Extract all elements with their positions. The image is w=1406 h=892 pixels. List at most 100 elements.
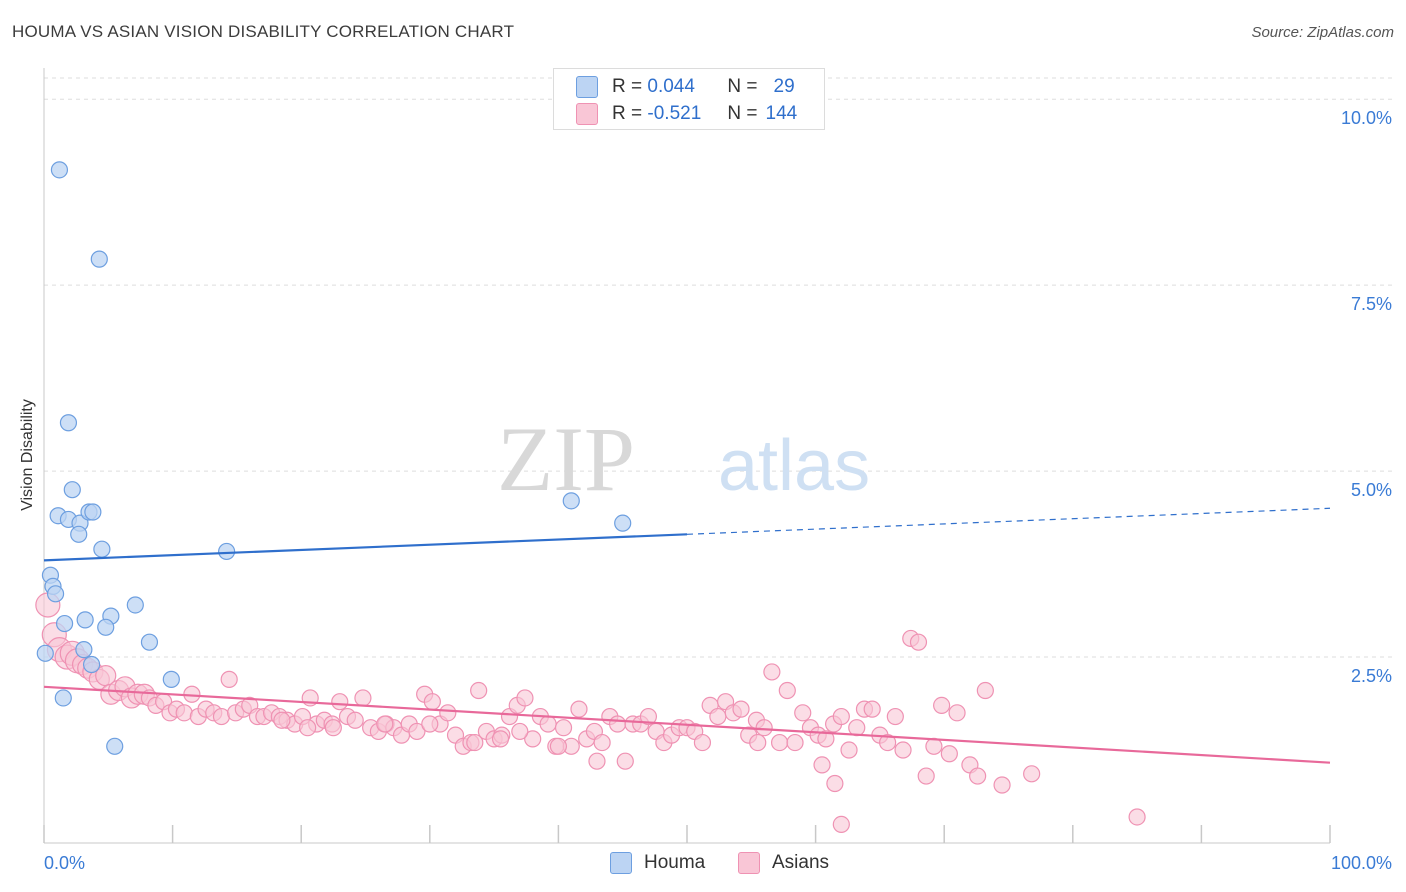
asians-point-126 [832, 815, 850, 834]
houma-point-19 [76, 611, 94, 629]
asians-point-61 [470, 681, 488, 700]
houma-point-0 [50, 161, 69, 179]
correlation-legend: R = 0.044 N = 29 R = -0.521 N = 144 [553, 68, 825, 130]
asians-point-139 [376, 715, 394, 733]
source-label: Source: ZipAtlas.com [1251, 24, 1394, 41]
asians-point-74 [570, 700, 588, 718]
asians-point-131 [1128, 808, 1146, 826]
asians-point-109 [840, 741, 858, 759]
asians-point-53 [408, 722, 426, 741]
asians-swatch [576, 103, 598, 125]
asians-point-132 [813, 756, 831, 774]
asians-point-67 [516, 689, 534, 707]
asians-point-116 [894, 741, 912, 759]
houma-legend-label: Houma [644, 852, 706, 873]
asians-point-90 [693, 733, 712, 752]
legend-item-houma[interactable]: Houma [610, 852, 705, 874]
asians-point-110 [848, 719, 866, 737]
asians-point-119 [917, 767, 935, 785]
tick-labels: 2.5% 5.0% 7.5% 10.0% 0.0% 100.0% [44, 108, 1392, 873]
houma-r-value: 0.044 [647, 76, 695, 97]
asians-point-46 [354, 689, 372, 707]
asians-legend-label: Asians [772, 852, 830, 873]
houma-point-9 [70, 525, 88, 543]
houma-point-10 [93, 540, 111, 558]
asians-point-128 [976, 681, 994, 700]
houma-point-25 [82, 655, 101, 674]
houma-n-value: 29 [773, 76, 795, 97]
asians-point-134 [466, 733, 484, 752]
asians-point-108 [832, 707, 850, 726]
x-tick-label-0: 0.0% [44, 853, 85, 873]
asians-point-95 [732, 700, 750, 718]
houma-legend-swatch [610, 852, 632, 874]
houma-point-18 [55, 614, 74, 633]
series-legend: Houma Asians [0, 852, 1406, 878]
watermark-zip: ZIP [497, 408, 635, 510]
houma-point-16 [46, 585, 65, 603]
asians-point-137 [273, 711, 291, 729]
asians-point-141 [588, 752, 606, 770]
houma-n-label: N = [727, 76, 758, 97]
houma-point-28 [106, 737, 124, 755]
asians-n-value: 144 [765, 103, 798, 124]
asians-series [35, 592, 1146, 834]
y-tick-label-0: 2.5% [1351, 666, 1392, 686]
legend-row-asians: R = -0.521 N = 144 [576, 102, 797, 126]
houma-trend-extension [686, 507, 1331, 535]
axes [43, 68, 1331, 844]
houma-series [36, 161, 632, 755]
houma-point-11 [218, 542, 236, 561]
asians-point-92 [709, 707, 727, 726]
asians-point-135 [421, 715, 439, 733]
asians-point-133 [749, 733, 767, 752]
houma-point-22 [36, 644, 54, 662]
asians-point-142 [549, 737, 568, 755]
asians-point-136 [299, 719, 317, 737]
houma-point-12 [562, 492, 580, 510]
asians-point-80 [616, 752, 634, 770]
houma-point-21 [97, 618, 115, 636]
watermark-atlas: atlas [718, 426, 870, 506]
asians-point-130 [1023, 765, 1041, 783]
asians-point-99 [763, 663, 781, 681]
asians-point-55 [423, 693, 441, 711]
legend-row-houma: R = 0.044 N = 29 [576, 75, 795, 99]
asians-r-value: -0.521 [647, 103, 702, 124]
asians-point-123 [948, 704, 966, 722]
asians-point-57 [439, 704, 457, 722]
legend-item-asians[interactable]: Asians [738, 852, 829, 874]
asians-point-115 [886, 707, 904, 726]
asians-point-112 [863, 700, 881, 718]
trend-lines [43, 507, 1331, 764]
grid-lines [44, 77, 1392, 658]
houma-point-2 [59, 414, 78, 432]
asians-point-68 [524, 730, 542, 748]
asians-trend-line [43, 685, 1331, 764]
asians-point-140 [511, 722, 529, 741]
asians-point-121 [933, 696, 951, 714]
y-tick-label-3: 10.0% [1341, 108, 1392, 128]
houma-r-label: R = [612, 76, 643, 97]
asians-point-114 [879, 733, 897, 752]
asians-point-106 [817, 730, 835, 748]
y-tick-label-2: 7.5% [1351, 294, 1392, 314]
houma-trend-line [43, 533, 688, 562]
asians-point-127 [969, 767, 987, 785]
asians-n-label: N = [727, 103, 758, 124]
asians-point-143 [491, 730, 510, 748]
asians-point-77 [593, 733, 611, 752]
asians-point-79 [608, 715, 627, 733]
asians-point-83 [639, 707, 658, 726]
asians-point-100 [770, 733, 789, 752]
asians-r-label: R = [612, 103, 643, 124]
asians-point-72 [554, 719, 573, 737]
houma-point-27 [54, 689, 72, 707]
houma-point-8 [84, 503, 102, 521]
asians-point-45 [346, 711, 364, 729]
asians-point-98 [755, 719, 773, 737]
asians-point-118 [909, 633, 928, 651]
houma-point-3 [63, 481, 81, 499]
asians-point-102 [786, 733, 804, 752]
